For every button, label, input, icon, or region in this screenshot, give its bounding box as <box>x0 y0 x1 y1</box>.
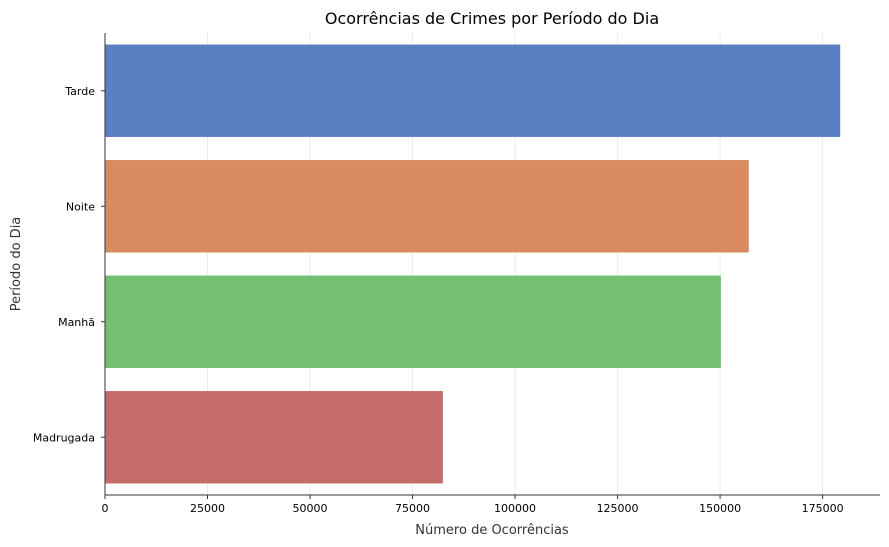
y-tick-label: Tarde <box>64 85 95 98</box>
bar-manhã <box>105 275 721 368</box>
y-tick-label: Madrugada <box>33 431 95 444</box>
x-tick-label: 25000 <box>190 502 225 515</box>
bars <box>105 44 841 484</box>
x-tick-label: 50000 <box>293 502 328 515</box>
bar-tarde <box>105 44 841 137</box>
x-tick-label: 150000 <box>699 502 741 515</box>
y-axis-label: Período do Dia <box>9 217 24 312</box>
x-tick-label: 0 <box>102 502 109 515</box>
chart-title: Ocorrências de Crimes por Período do Dia <box>325 9 659 28</box>
x-tick-label: 100000 <box>494 502 536 515</box>
x-tick-label: 175000 <box>802 502 844 515</box>
bar-noite <box>105 160 749 253</box>
y-tick-label: Manhã <box>58 316 95 329</box>
bar-madrugada <box>105 391 443 484</box>
x-tick-label: 125000 <box>597 502 639 515</box>
x-ticks: 0 25000 50000 75000 100000 125000 150000 175000 <box>102 495 844 515</box>
x-axis-label: Número de Ocorrências <box>415 523 569 538</box>
x-tick-label: 75000 <box>395 502 430 515</box>
y-tick-label: Noite <box>66 200 95 213</box>
y-ticks: Tarde Noite Manhã Madrugada <box>33 85 105 444</box>
